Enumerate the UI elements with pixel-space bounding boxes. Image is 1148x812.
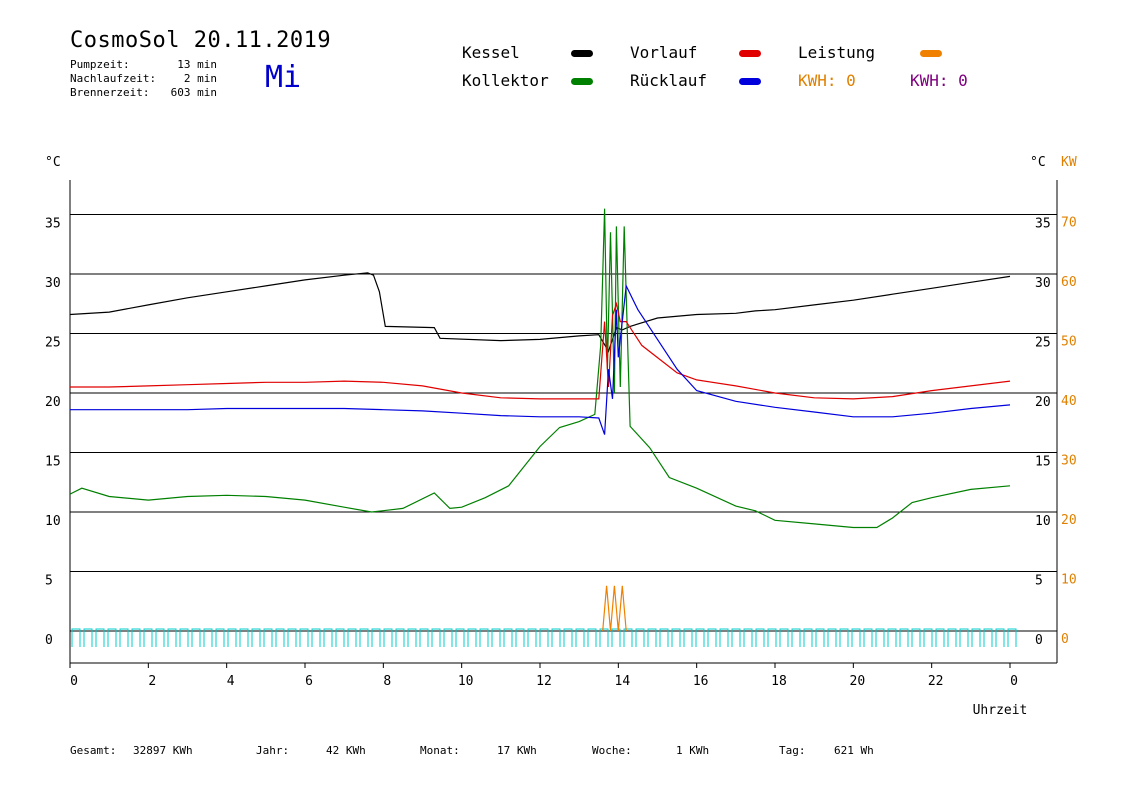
series-leistung [602, 585, 627, 632]
series-vorlauf [70, 301, 1011, 400]
y-tick-right: 0 [1035, 633, 1043, 648]
x-tick-label: 8 [383, 674, 391, 689]
y-axis-label-right: °C [1030, 155, 1046, 170]
y2-tick-right: 60 [1061, 275, 1077, 290]
series-kollektor [69, 208, 1011, 529]
footer-gesamt-value: 32897 KWh [133, 744, 193, 757]
legend-vorlauf-swatch [739, 50, 761, 57]
footer-monat-value: 17 KWh [497, 744, 537, 757]
brennerzeit-label: Brennerzeit: [70, 86, 150, 99]
y-tick-left: 5 [45, 574, 53, 589]
y-tick-right: 25 [1035, 336, 1051, 351]
y2-tick-right: 20 [1061, 513, 1077, 528]
x-tick-label: 0 [1010, 674, 1018, 689]
footer-monat-label: Monat: [420, 744, 460, 757]
y-tick-left: 0 [45, 633, 53, 648]
x-tick-label: 20 [850, 674, 866, 689]
legend-kessel-label: Kessel [462, 43, 520, 62]
y2-tick-right: 50 [1061, 335, 1077, 350]
legend-kollektor-swatch [571, 78, 593, 85]
x-tick-label: 18 [771, 674, 787, 689]
legend-vorlauf-label: Vorlauf [630, 43, 698, 62]
x-tick-label: 12 [536, 674, 552, 689]
footer-woche-label: Woche: [592, 744, 632, 757]
y-tick-left: 35 [45, 217, 61, 232]
y-tick-right: 20 [1035, 395, 1051, 410]
series-ruecklauf [70, 283, 1011, 435]
footer-tag-label: Tag: [779, 744, 806, 757]
footer-gesamt-label: Gesamt: [70, 744, 117, 757]
y-tick-right: 35 [1035, 217, 1051, 232]
y2-tick-right: 0 [1061, 632, 1069, 647]
y2-axis-label-right: KW [1061, 155, 1077, 170]
y-tick-right: 30 [1035, 276, 1051, 291]
nachlaufzeit-value: 2 min [183, 72, 217, 85]
pump-activity-trace [71, 628, 1017, 647]
y2-tick-right: 10 [1061, 573, 1077, 588]
x-tick-label: 2 [148, 674, 156, 689]
chart-title: CosmoSol 20.11.2019 [70, 28, 332, 53]
x-tick-label: 22 [928, 674, 944, 689]
legend-kollektor-label: Kollektor [462, 71, 549, 90]
pumpzeit-label: Pumpzeit: [70, 58, 130, 71]
legend-leistung-swatch [920, 50, 942, 57]
y2-tick-right: 30 [1061, 454, 1077, 469]
brennerzeit-value: 603 min [170, 86, 217, 99]
x-tick-label: 16 [693, 674, 709, 689]
y-tick-left: 30 [45, 276, 61, 291]
x-tick-label: 4 [227, 674, 235, 689]
footer-woche-value: 1 KWh [676, 744, 710, 757]
nachlaufzeit-label: Nachlaufzeit: [70, 72, 157, 85]
series-kessel [69, 272, 1011, 353]
y-tick-left: 20 [45, 395, 61, 410]
footer-jahr-value: 42 KWh [326, 744, 366, 757]
x-tick-label: 14 [615, 674, 631, 689]
y-tick-left: 25 [45, 336, 61, 351]
legend-kessel-swatch [571, 50, 593, 57]
pumpzeit-value: 13 min [177, 58, 217, 71]
legend-kwh-solar: KWH: 0 [798, 71, 856, 90]
y2-tick-right: 70 [1061, 216, 1077, 231]
y-tick-left: 15 [45, 455, 61, 470]
x-tick-label: 10 [458, 674, 474, 689]
x-tick-label: 0 [70, 674, 78, 689]
legend-leistung-label: Leistung [798, 43, 876, 62]
footer-jahr-label: Jahr: [256, 744, 290, 757]
y-tick-right: 10 [1035, 514, 1051, 529]
y-tick-left: 10 [45, 514, 61, 529]
legend-ruecklauf-swatch [739, 78, 761, 85]
y-axis-label-left: °C [45, 155, 61, 170]
x-axis-label: Uhrzeit [973, 703, 1028, 718]
footer-tag-value: 621 Wh [834, 744, 874, 757]
x-tick-label: 6 [305, 674, 313, 689]
y-tick-right: 15 [1035, 455, 1051, 470]
legend-ruecklauf-label: Rücklauf [630, 71, 708, 90]
legend-kwh-second: KWH: 0 [910, 71, 968, 90]
y2-tick-right: 40 [1061, 394, 1077, 409]
y-tick-right: 5 [1035, 574, 1043, 589]
weekday: Mi [265, 60, 302, 95]
